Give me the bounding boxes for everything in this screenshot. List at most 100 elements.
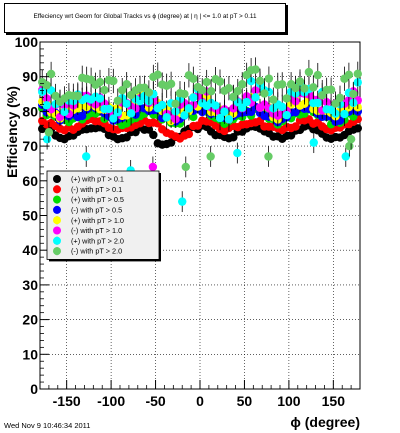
data-point <box>309 83 318 92</box>
data-point <box>181 162 190 172</box>
data-point <box>353 124 362 133</box>
data-point <box>224 115 234 124</box>
legend-box <box>46 170 160 260</box>
data-point <box>166 79 176 89</box>
data-point <box>220 107 229 116</box>
legend-marker <box>53 195 61 204</box>
legend-marker <box>53 185 61 194</box>
legend-entry: (+) with pT > 0.5 <box>71 195 124 204</box>
x-tick-label: -50 <box>145 393 165 409</box>
data-point <box>162 113 171 122</box>
data-point <box>198 86 207 95</box>
legend-entry: (-) with pT > 1.0 <box>71 226 122 235</box>
data-point <box>144 88 154 97</box>
data-point <box>251 65 260 74</box>
outlier <box>309 132 318 154</box>
data-point <box>109 76 118 86</box>
outlier <box>341 146 350 167</box>
data-point <box>335 93 345 102</box>
legend: (+) with pT > 0.1(-) with pT > 0.1(+) wi… <box>46 170 161 262</box>
legend-entry: (-) with pT > 0.5 <box>71 206 122 215</box>
data-point <box>46 69 56 79</box>
data-point <box>118 85 127 95</box>
data-point <box>82 152 91 161</box>
series-7 <box>38 57 362 116</box>
data-point <box>206 87 216 96</box>
legend-marker <box>53 216 61 225</box>
data-point <box>282 94 291 103</box>
data-point <box>166 138 176 147</box>
data-point <box>184 104 194 113</box>
data-point <box>184 129 194 139</box>
data-point <box>331 99 340 108</box>
legend-marker <box>53 175 61 183</box>
legend-marker <box>53 226 61 235</box>
data-point <box>206 152 215 161</box>
outlier <box>44 121 54 143</box>
data-point <box>295 77 305 86</box>
data-point <box>349 89 358 99</box>
data-point <box>215 113 225 123</box>
data-point <box>340 109 349 119</box>
y-tick-label: 90 <box>22 69 38 85</box>
data-point <box>171 99 180 109</box>
data-point <box>304 67 314 77</box>
outlier <box>181 156 190 178</box>
legend-entry: (+) with pT > 0.1 <box>71 175 124 184</box>
x-tick-label: 100 <box>277 393 301 409</box>
y-tick-label: 60 <box>22 173 38 189</box>
legend-entry: (+) with pT > 1.0 <box>71 216 124 225</box>
x-tick-label: 0 <box>196 393 204 409</box>
y-tick-label: 70 <box>22 138 38 154</box>
data-point <box>148 162 158 172</box>
data-point <box>42 81 51 90</box>
x-tick-label: -150 <box>53 393 81 409</box>
data-point <box>264 152 273 161</box>
data-point <box>326 85 336 94</box>
data-point <box>189 74 198 83</box>
outlier <box>264 146 273 167</box>
y-tick-label: 0 <box>30 381 38 397</box>
data-point <box>73 91 82 101</box>
data-point <box>95 94 105 103</box>
data-point <box>291 122 300 131</box>
data-point <box>189 112 198 122</box>
y-axis-label: Efficiency (%) <box>4 86 20 178</box>
data-point <box>42 101 51 110</box>
data-point <box>60 107 69 117</box>
data-point <box>313 70 322 80</box>
x-tick-label: -100 <box>97 393 125 409</box>
y-tick-label: 40 <box>22 242 38 258</box>
data-point <box>149 130 158 140</box>
data-point <box>291 83 300 93</box>
series-layer <box>38 57 362 213</box>
y-tick-label: 30 <box>22 277 38 293</box>
data-point <box>178 197 187 206</box>
data-point <box>211 101 220 110</box>
data-point <box>233 86 242 96</box>
data-point <box>189 93 198 102</box>
y-tick-label: 50 <box>22 208 38 224</box>
data-point <box>278 80 287 89</box>
data-point <box>251 93 260 102</box>
x-axis-label: ϕ (degree) <box>290 414 360 430</box>
legend-marker <box>53 205 61 214</box>
data-point <box>202 77 211 87</box>
data-point <box>278 102 287 111</box>
data-point <box>44 128 54 137</box>
legend-entry: (-) with pT > 2.0 <box>71 247 122 256</box>
legend-entry: (+) with pT > 2.0 <box>71 236 124 245</box>
data-point <box>229 92 238 102</box>
data-point <box>341 152 350 161</box>
data-point <box>353 69 362 79</box>
data-point <box>109 114 118 123</box>
legend-marker <box>53 236 61 245</box>
axis-ticks: 0 10 20 30 40 50 60 70 80 90 100 -150 -100 -50 0 50 100 1… <box>15 34 352 409</box>
title-box: Effeciency wrt Geom for Global Tracks vs… <box>4 3 286 33</box>
data-point <box>224 83 234 93</box>
data-point <box>158 100 167 110</box>
y-tick-label: 10 <box>22 346 38 362</box>
data-point <box>95 77 105 87</box>
data-point <box>238 103 247 112</box>
